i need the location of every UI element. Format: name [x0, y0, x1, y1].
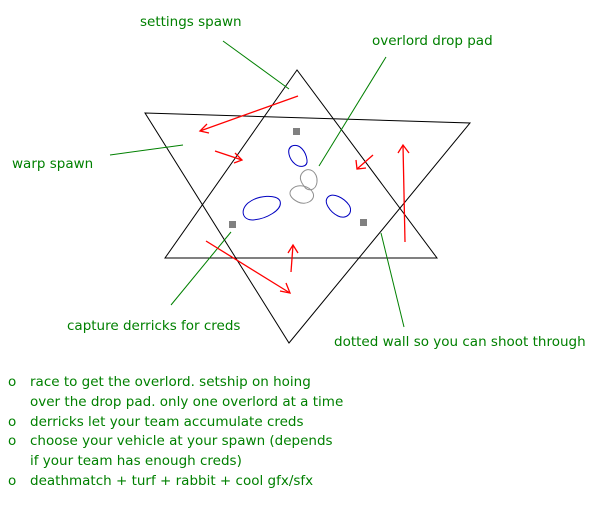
bullet-marker: o [8, 472, 17, 489]
marker-top [293, 128, 300, 135]
note-line: if your team has enough creds) [30, 453, 242, 470]
note-line: race to get the overlord. setship on hoi… [30, 374, 311, 390]
leader-capture-derricks [170, 231, 232, 306]
arrow-left-short-head [233, 152, 244, 164]
upright-triangle [164, 69, 438, 259]
arrow-bottom-center-head [287, 243, 299, 254]
arrow-right-vertical [402, 144, 406, 243]
bullet-marker: o [8, 433, 17, 450]
blob-left [242, 195, 281, 221]
note-item: o derricks let your team accumulate cred… [8, 413, 343, 433]
notes-list: o race to get the overlord. setship on h… [8, 373, 343, 492]
arrow-bottom-left-long [205, 240, 291, 294]
blob-top [288, 144, 308, 167]
leader-dotted-wall [380, 232, 405, 328]
arrow-right-vertical-head [397, 143, 410, 154]
arrows [198, 95, 410, 294]
note-line: derricks let your team accumulate creds [30, 413, 304, 430]
inverted-triangle [144, 112, 472, 344]
note-item: o race to get the overlord. setship on h… [8, 373, 343, 413]
note-item: o choose your vehicle at your spawn (dep… [8, 432, 343, 472]
bullet-marker: o [8, 413, 17, 430]
arrow-bottom-center [290, 244, 294, 273]
note-line: deathmatch + turf + rabbit + cool gfx/sf… [30, 472, 314, 489]
label-settings-spawn: settings spawn [140, 14, 242, 30]
label-capture-derricks: capture derricks for creds [67, 318, 241, 334]
blob-right [325, 194, 352, 218]
marker-right [360, 219, 367, 226]
arrow-right-small-head [355, 159, 367, 170]
center-blob-lower [289, 185, 315, 204]
label-overlord-drop-pad: overlord drop pad [372, 33, 493, 49]
leader-warp-spawn [109, 144, 184, 156]
arrow-top-left-long [199, 95, 299, 132]
center-blob-upper [300, 169, 318, 191]
arrow-right-small [356, 154, 374, 170]
leader-overlord-drop-pad [318, 56, 387, 167]
bullet-marker: o [8, 374, 17, 390]
leader-settings-spawn [222, 40, 290, 90]
note-line: choose your vehicle at your spawn (depen… [30, 433, 333, 450]
arrow-top-left-long-head [198, 123, 210, 134]
note-item: o deathmatch + turf + rabbit + cool gfx/… [8, 472, 343, 492]
arrow-bottom-left-long-head [279, 282, 292, 294]
label-dotted-wall: dotted wall so you can shoot through [334, 334, 586, 350]
note-line: over the drop pad. only one overlord at … [30, 393, 344, 410]
label-warp-spawn: warp spawn [12, 156, 94, 172]
marker-left [229, 221, 236, 228]
arrow-left-short [214, 150, 243, 161]
